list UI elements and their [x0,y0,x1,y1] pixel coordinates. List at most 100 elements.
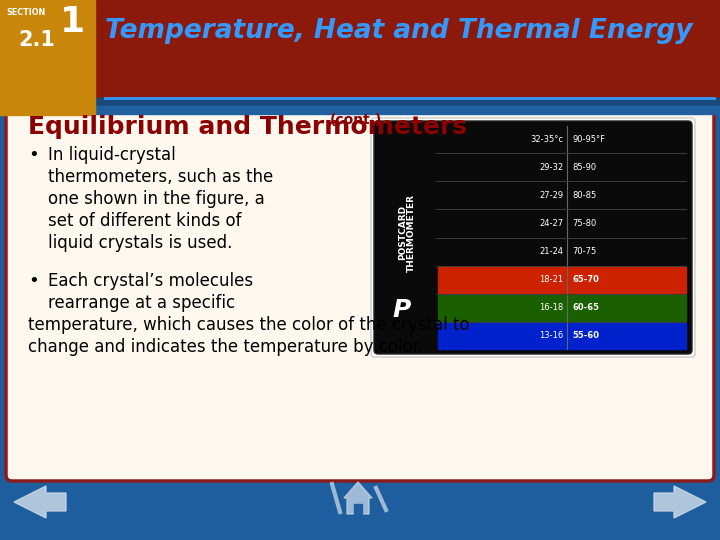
Bar [0,222,720,224]
Bar [0,126,720,128]
Bar [0,106,720,108]
Bar [0,346,720,348]
Bar [0,378,720,380]
Bar [0,242,720,244]
Bar [0,494,720,496]
Text: 65-70: 65-70 [572,275,599,284]
Bar [0,234,720,236]
Bar [0,534,720,536]
Bar [0,134,720,136]
Text: SECTION: SECTION [6,8,45,17]
Bar [0,218,720,220]
Text: change and indicates the temperature by color.: change and indicates the temperature by … [28,338,423,356]
Bar [0,162,720,164]
Bar [0,258,720,260]
Bar [0,310,720,312]
Text: 32-35°c: 32-35°c [530,134,563,144]
Bar [0,206,720,208]
Bar [0,30,720,32]
Bar [0,10,720,12]
Bar [0,46,720,48]
Bar [0,90,720,92]
Bar [0,354,720,356]
Bar [0,454,720,456]
Bar [0,0,720,100]
Bar [0,210,720,212]
Bar [0,282,720,284]
Polygon shape [14,486,66,518]
Bar [0,214,720,216]
Bar [0,458,720,460]
Bar [0,94,720,96]
Bar [0,334,720,336]
Text: Equilibrium and Thermometers: Equilibrium and Thermometers [28,115,467,139]
Bar [0,174,720,176]
Bar [0,254,720,256]
FancyBboxPatch shape [371,118,695,357]
Bar [0,0,95,115]
Text: •: • [28,272,39,290]
Text: 85-90: 85-90 [572,163,596,172]
Bar [0,470,720,472]
Text: 60-65: 60-65 [572,303,599,312]
Bar [0,366,720,368]
Bar [0,38,720,40]
Bar [0,394,720,396]
Bar [0,14,720,16]
Polygon shape [354,504,362,514]
Bar [0,266,720,268]
Bar [0,42,720,44]
Text: 70-75: 70-75 [572,247,596,256]
Bar [0,330,720,332]
Bar [0,154,720,156]
Bar [0,98,720,108]
Text: 29-32: 29-32 [539,163,563,172]
Bar [0,170,720,172]
Bar [0,66,720,68]
Text: Each crystal’s molecules: Each crystal’s molecules [48,272,253,290]
Bar [0,318,720,320]
Bar [0,142,720,144]
Bar [0,426,720,428]
Bar [0,538,720,540]
FancyBboxPatch shape [6,101,714,481]
Bar [0,2,720,4]
Bar [0,314,720,316]
Bar [0,306,720,308]
Bar [0,70,720,72]
Bar [0,302,720,304]
Text: 55-60: 55-60 [572,332,599,340]
Text: 24-27: 24-27 [539,219,563,228]
Bar [0,338,720,340]
Bar [0,402,720,404]
Bar [0,434,720,436]
Bar [0,262,720,264]
Bar [0,298,720,300]
Bar [0,54,720,56]
Bar [0,194,720,196]
Bar [0,398,720,400]
Bar [0,342,720,344]
Text: 75-80: 75-80 [572,219,596,228]
Bar [0,514,720,516]
Text: 2.1: 2.1 [18,30,55,50]
Bar [0,166,720,168]
Bar [0,178,720,180]
Bar [0,74,720,76]
Text: 13-16: 13-16 [539,332,563,340]
Bar [0,202,720,204]
Bar [0,6,720,8]
Bar [0,106,720,114]
Text: (cont.): (cont.) [330,113,382,127]
Bar [0,122,720,124]
Bar [0,290,720,292]
Text: P: P [392,298,410,322]
Bar [0,358,720,360]
Text: 80-85: 80-85 [572,191,596,200]
Bar [0,198,720,200]
Bar [0,322,720,324]
Bar [0,350,720,352]
Text: 1: 1 [60,5,84,39]
Bar [0,466,720,468]
Text: thermometers, such as the: thermometers, such as the [48,168,274,186]
